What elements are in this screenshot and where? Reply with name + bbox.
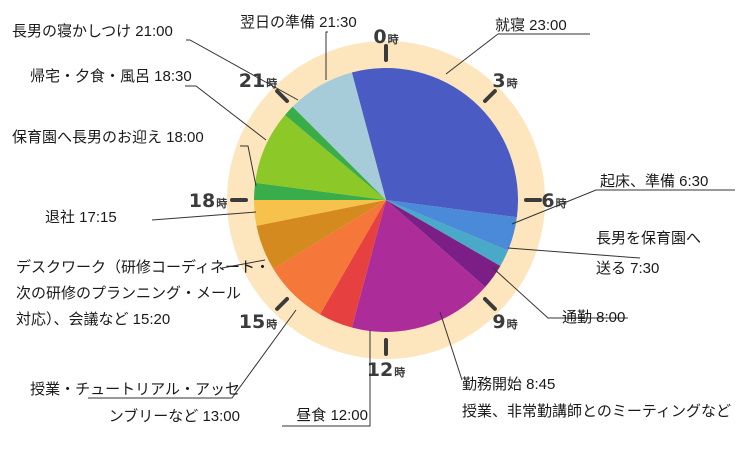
segment-label-2: 長男を保育園へ送る 7:30 (596, 230, 701, 277)
callout-leader-10 (185, 85, 267, 141)
segment-label-12-line-0: 翌日の準備 21:30 (240, 14, 357, 31)
callout-leader-12 (325, 31, 328, 80)
callout-leader-2 (507, 247, 641, 259)
hour-tick-label-18: 18時 (189, 190, 227, 212)
pie-slice-12 (292, 72, 386, 200)
hour-tick-label-0: 0時 (373, 26, 398, 48)
segment-label-1-line-0: 起床、準備 6:30 (600, 173, 708, 190)
segment-label-6-line-1: ンブリーなど 13:00 (109, 407, 240, 425)
hour-tick-mark-21 (275, 89, 290, 104)
hour-tick-mark-3 (482, 89, 497, 104)
hour-tick-label-21: 21時 (239, 70, 277, 92)
segment-label-6-line-0: 授業・チュートリアル・アッセ (30, 381, 240, 398)
segment-label-0: 就寝 23:00 (495, 16, 567, 34)
pie-slice-2 (386, 200, 508, 266)
segment-label-0-line-0: 就寝 23:00 (495, 16, 567, 34)
pie-slice-7 (256, 200, 386, 269)
segment-label-9-line-0: 保育園へ長男のお迎え 18:00 (12, 129, 204, 146)
hour-tick-label-6: 6時 (541, 190, 566, 212)
segment-label-7-line-0: デスクワーク（研修コーディネート・ (16, 258, 270, 276)
pie-slice-0 (351, 68, 518, 218)
callout-leader-3 (492, 267, 628, 319)
pie-slice-3 (386, 200, 501, 288)
segment-label-3: 通勤 8:00 (562, 309, 625, 326)
hour-tick-label-15: 15時 (239, 311, 277, 333)
callout-leader-11 (186, 39, 299, 101)
hour-tick-mark-9 (482, 296, 497, 311)
segment-label-10: 帰宅・夕食・風呂 18:30 (30, 67, 192, 85)
hour-tick-label-12: 12時 (367, 359, 405, 381)
pie-slice-11 (284, 106, 386, 200)
callout-leader-4 (439, 311, 463, 381)
hour-tick-mark-15 (275, 296, 290, 311)
segment-label-7: デスクワーク（研修コーディネート・次の研修のプランニング・メール対応）、会議など… (16, 258, 270, 328)
pie-slice-1 (386, 200, 517, 251)
segment-label-7-line-2: 対応）、会議など 15:20 (16, 310, 170, 328)
segment-label-6: 授業・チュートリアル・アッセンブリーなど 13:00 (30, 381, 240, 425)
segment-label-11-line-0: 長男の寝かしつけ 21:00 (12, 22, 173, 40)
pie-slice-9 (254, 182, 386, 200)
pie-slice-5 (320, 200, 386, 328)
hour-tick-label-9: 9時 (492, 311, 517, 333)
segment-label-2-line-1: 送る 7:30 (596, 260, 659, 277)
callout-leader-5 (282, 330, 371, 427)
segment-label-4-line-0: 勤務開始 8:45 (462, 376, 555, 393)
segment-label-9: 保育園へ長男のお迎え 18:00 (12, 129, 204, 146)
segment-label-1: 起床、準備 6:30 (600, 173, 708, 190)
segment-label-5-line-0: 昼食 12:00 (296, 407, 368, 424)
callout-leader-9 (240, 145, 257, 187)
callout-leader-8 (151, 211, 257, 221)
segment-label-5: 昼食 12:00 (296, 407, 368, 424)
callout-leader-1 (511, 189, 735, 225)
segment-label-12: 翌日の準備 21:30 (240, 14, 357, 31)
segment-label-4: 勤務開始 8:45 授業、非常勤講師とのミーティングなど (462, 376, 731, 420)
hour-tick-label-3: 3時 (492, 70, 517, 92)
pie-slice-4 (351, 200, 486, 332)
segment-label-7-line-1: 次の研修のプランニング・メール (16, 285, 241, 302)
segment-label-8-line-0: 退社 17:15 (45, 209, 117, 226)
pie-slice-10 (255, 115, 386, 200)
pie-slice-6 (273, 200, 386, 315)
segment-label-11: 長男の寝かしつけ 21:00 (12, 22, 173, 40)
segment-label-8: 退社 17:15 (45, 209, 117, 226)
segment-label-10-line-0: 帰宅・夕食・風呂 18:30 (30, 67, 192, 85)
pie-slice-8 (254, 200, 386, 226)
segment-label-3-line-0: 通勤 8:00 (562, 309, 625, 326)
callout-leader-6 (88, 309, 297, 399)
callout-leader-0 (445, 33, 590, 75)
segment-label-4-line-1: 授業、非常勤講師とのミーティングなど (462, 403, 731, 420)
callout-leader-7 (221, 259, 266, 269)
segment-label-2-line-0: 長男を保育園へ (596, 230, 701, 247)
